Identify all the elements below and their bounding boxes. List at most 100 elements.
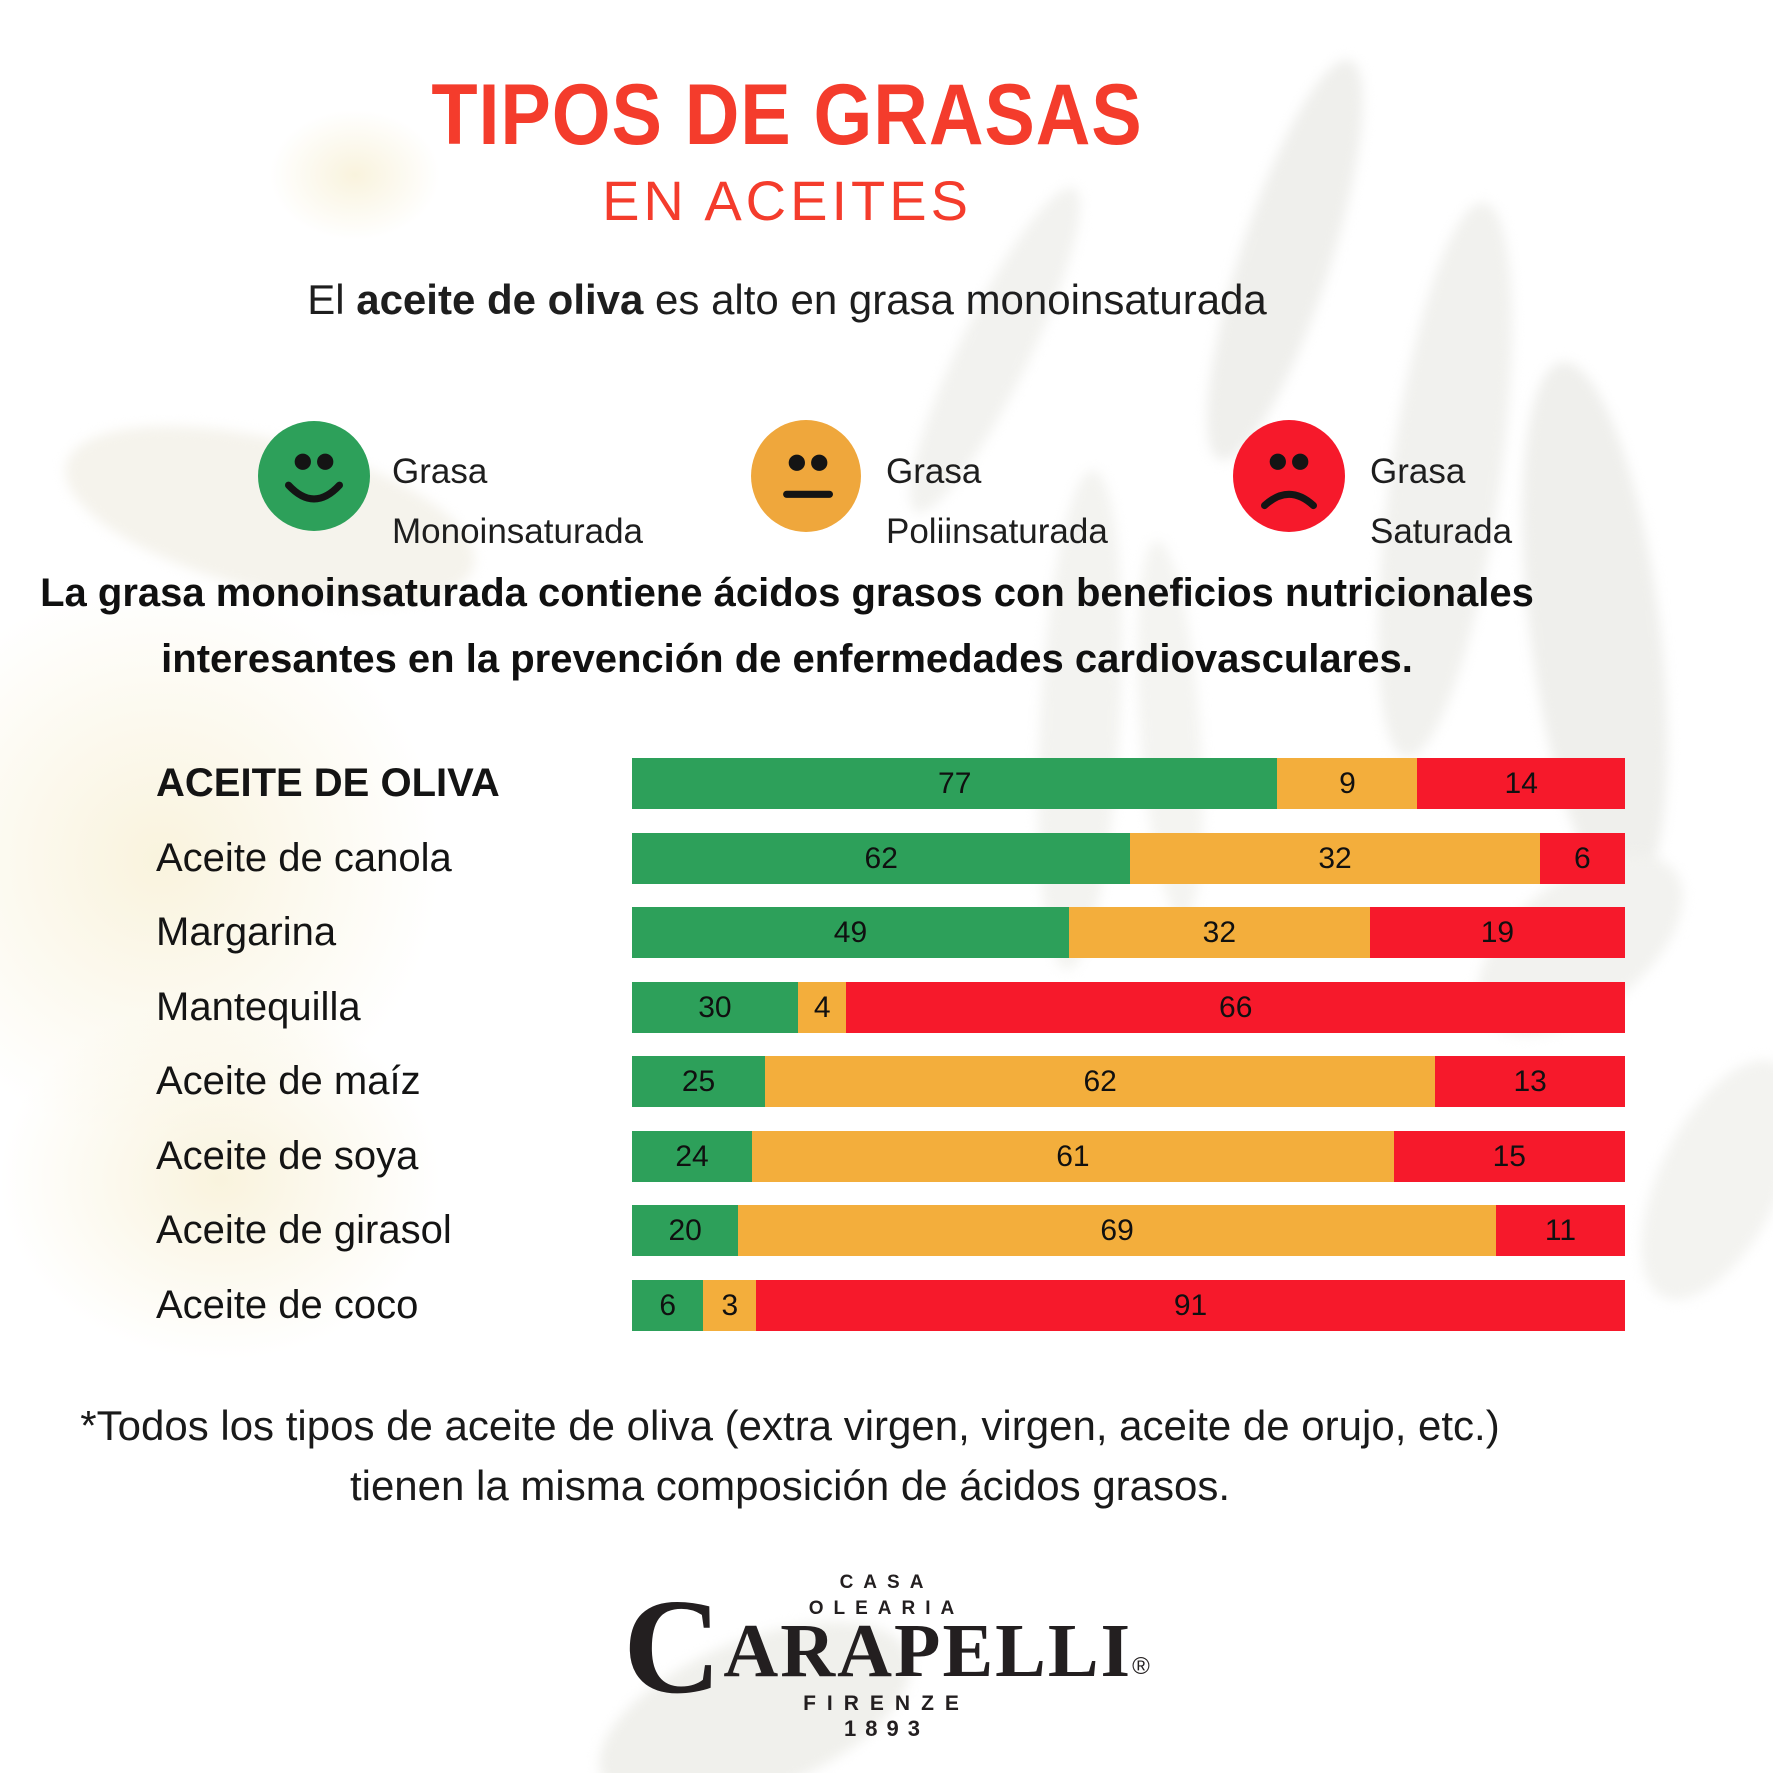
bar-value-label: 6 bbox=[659, 1288, 677, 1322]
description-line-1: La grasa monoinsaturada contiene ácidos … bbox=[40, 571, 1534, 615]
intro-suffix: es alto en grasa monoinsaturada bbox=[643, 276, 1267, 323]
bar-segment-monoinsaturada: 24 bbox=[632, 1131, 753, 1182]
stacked-bar: 6 3 91 bbox=[632, 1280, 1625, 1331]
bar-value-label: 49 bbox=[833, 915, 868, 949]
bar-segment-saturada: 91 bbox=[756, 1280, 1625, 1331]
bar-segment-poliinsaturada: 9 bbox=[1277, 758, 1418, 809]
bar-value-label: 20 bbox=[668, 1213, 702, 1247]
bar-value-label: 15 bbox=[1492, 1139, 1526, 1173]
bar-segment-saturada: 15 bbox=[1393, 1131, 1625, 1182]
logo-brand-rest: ARAPELLI bbox=[723, 1609, 1133, 1693]
bar-value-label: 6 bbox=[1573, 841, 1591, 875]
logo-casa-text: CASA bbox=[839, 1572, 934, 1593]
bar-value-label: 13 bbox=[1513, 1064, 1547, 1098]
row-label: Aceite de canola bbox=[156, 836, 452, 880]
bar-value-label: 9 bbox=[1339, 766, 1356, 800]
description-line-2: interesantes en la prevención de enferme… bbox=[161, 637, 1413, 681]
stacked-bar: 30 4 66 bbox=[632, 982, 1625, 1033]
bar-value-label: 30 bbox=[698, 990, 732, 1024]
bar-value-label: 24 bbox=[675, 1139, 709, 1173]
logo-city-text: FIRENZE bbox=[803, 1692, 970, 1715]
footnote-line-1: *Todos los tipos de aceite de oliva (ext… bbox=[80, 1402, 1500, 1449]
stacked-bar: 25 62 13 bbox=[632, 1056, 1625, 1107]
bar-segment-poliinsaturada: 61 bbox=[752, 1131, 1394, 1182]
bar-value-label: 19 bbox=[1480, 915, 1515, 949]
happy-face-icon bbox=[258, 421, 370, 531]
row-label: Aceite de coco bbox=[156, 1283, 419, 1327]
bar-segment-poliinsaturada: 62 bbox=[765, 1056, 1436, 1107]
legend-line: Grasa bbox=[1370, 452, 1466, 491]
legend-line: Saturada bbox=[1370, 512, 1513, 551]
footnote-line-2: tienen la misma composición de ácidos gr… bbox=[349, 1462, 1231, 1509]
row-label: ACEITE DE OLIVA bbox=[156, 761, 500, 805]
bar-value-label: 66 bbox=[1219, 990, 1253, 1024]
bar-value-label: 14 bbox=[1504, 766, 1538, 800]
stacked-bar: 24 61 15 bbox=[632, 1131, 1625, 1182]
logo-olearia-text: OLEARIA bbox=[808, 1598, 965, 1619]
legend-line: Monoinsaturada bbox=[392, 512, 643, 551]
intro-bold: aceite de oliva bbox=[356, 276, 644, 323]
row-label: Aceite de maíz bbox=[156, 1059, 421, 1103]
bar-segment-poliinsaturada: 4 bbox=[797, 982, 847, 1033]
olive-leaf-watermark bbox=[1609, 1036, 1773, 1324]
bar-value-label: 32 bbox=[1318, 841, 1352, 875]
bar-segment-saturada: 6 bbox=[1539, 833, 1625, 884]
bar-segment-poliinsaturada: 32 bbox=[1130, 833, 1540, 884]
bar-value-label: 62 bbox=[1083, 1064, 1117, 1098]
logo-initial: C bbox=[623, 1572, 724, 1722]
bar-segment-monoinsaturada: 25 bbox=[632, 1056, 766, 1107]
legend-line: Poliinsaturada bbox=[886, 512, 1108, 551]
logo-year-text: 1893 bbox=[844, 1716, 929, 1741]
bar-segment-monoinsaturada: 30 bbox=[632, 982, 798, 1033]
bar-segment-monoinsaturada: 77 bbox=[632, 758, 1278, 809]
footnote-text: *Todos los tipos de aceite de oliva (ext… bbox=[0, 1396, 1580, 1516]
bar-value-label: 62 bbox=[864, 841, 898, 875]
stacked-bar: 62 32 6 bbox=[632, 833, 1625, 884]
bar-segment-monoinsaturada: 6 bbox=[632, 1280, 704, 1331]
bar-segment-monoinsaturada: 20 bbox=[632, 1205, 739, 1256]
page-title: TIPOS DE GRASAS bbox=[431, 67, 1143, 163]
legend-label-monoinsaturada: Grasa Monoinsaturada bbox=[392, 442, 643, 562]
bar-segment-saturada: 66 bbox=[846, 982, 1625, 1033]
bar-value-label: 32 bbox=[1202, 915, 1237, 949]
bar-segment-poliinsaturada: 3 bbox=[703, 1280, 757, 1331]
bar-segment-saturada: 11 bbox=[1495, 1205, 1625, 1256]
legend-line: Grasa bbox=[392, 452, 488, 491]
carapelli-logo: CARAPELLI® bbox=[0, 1579, 1773, 1715]
description-text: La grasa monoinsaturada contiene ácidos … bbox=[0, 560, 1574, 692]
stacked-bar: 20 69 11 bbox=[632, 1205, 1625, 1256]
legend-label-poliinsaturada: Grasa Poliinsaturada bbox=[886, 442, 1108, 562]
bar-segment-monoinsaturada: 49 bbox=[632, 907, 1069, 958]
bar-segment-saturada: 13 bbox=[1435, 1056, 1625, 1107]
stacked-bar: 77 9 14 bbox=[632, 758, 1625, 809]
bar-segment-saturada: 19 bbox=[1369, 907, 1625, 958]
cream-glow-bottom-left bbox=[0, 1000, 440, 1360]
sad-face-icon bbox=[1233, 420, 1345, 532]
intro-sentence: El aceite de oliva es alto en grasa mono… bbox=[0, 276, 1574, 324]
intro-prefix: El bbox=[307, 276, 357, 323]
bar-value-label: 11 bbox=[1544, 1213, 1577, 1247]
bar-segment-monoinsaturada: 62 bbox=[632, 833, 1131, 884]
bar-value-label: 4 bbox=[813, 990, 831, 1024]
row-label: Margarina bbox=[156, 910, 337, 954]
bar-value-label: 25 bbox=[681, 1064, 716, 1098]
row-label: Aceite de soya bbox=[156, 1134, 419, 1178]
cream-glow-top-left bbox=[270, 110, 440, 240]
bar-value-label: 61 bbox=[1056, 1139, 1090, 1173]
row-label: Aceite de girasol bbox=[156, 1208, 452, 1252]
bar-value-label: 3 bbox=[721, 1288, 739, 1322]
page-subtitle-line: EN ACEITES bbox=[602, 169, 972, 232]
stacked-bar: 49 32 19 bbox=[632, 907, 1625, 958]
bar-segment-poliinsaturada: 69 bbox=[738, 1205, 1496, 1256]
legend-label-saturada: Grasa Saturada bbox=[1370, 442, 1512, 562]
registered-mark: ® bbox=[1132, 1653, 1150, 1680]
legend-line: Grasa bbox=[886, 452, 982, 491]
neutral-face-icon bbox=[751, 420, 861, 532]
row-label: Mantequilla bbox=[156, 985, 361, 1029]
bar-value-label: 69 bbox=[1100, 1213, 1134, 1247]
bar-segment-saturada: 14 bbox=[1417, 758, 1625, 809]
bar-segment-poliinsaturada: 32 bbox=[1068, 907, 1370, 958]
bar-value-label: 91 bbox=[1173, 1288, 1208, 1322]
bar-value-label: 77 bbox=[938, 766, 972, 800]
